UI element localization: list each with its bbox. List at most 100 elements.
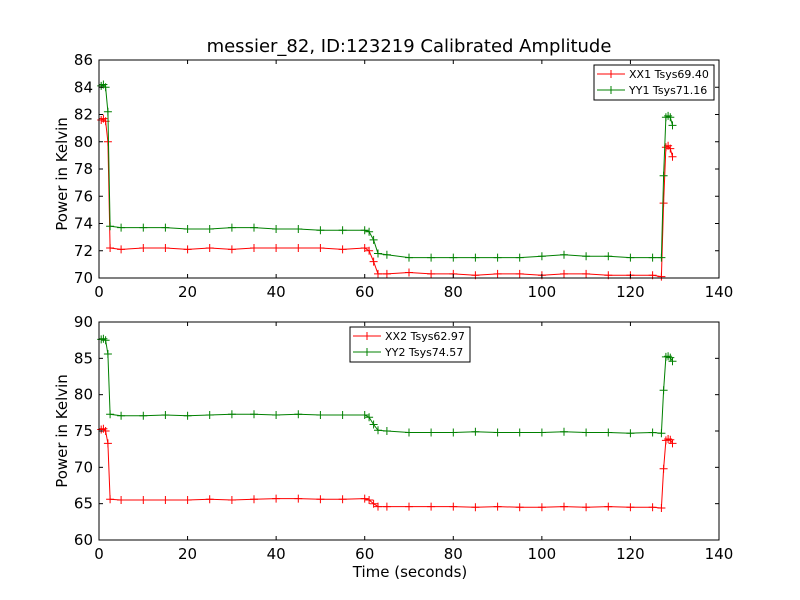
top-chart-title: messier_82, ID:123219 Calibrated Amplitu… — [207, 36, 612, 57]
bottom-series-point-0 — [338, 495, 347, 504]
top-series-point-0 — [666, 144, 675, 153]
bottom-series-point-1 — [117, 411, 126, 420]
bottom-y-ticks: 60 65 70 75 80 85 90 — [74, 313, 719, 549]
bottom-series-point-1 — [360, 411, 369, 419]
bottom-series-point-1 — [659, 386, 668, 395]
top-x-tick-label: 100 — [528, 283, 557, 301]
bottom-series-point-1 — [272, 411, 281, 419]
top-series-point-0 — [139, 244, 148, 252]
bottom-series-point-0 — [227, 496, 236, 504]
bottom-series-point-1 — [294, 410, 303, 419]
top-series-point-0 — [250, 244, 258, 252]
bottom-series-point-0 — [103, 439, 112, 448]
bottom-series-point-1 — [103, 350, 112, 358]
top-series-point-1 — [272, 225, 281, 233]
top-series-point-0 — [103, 137, 112, 146]
bottom-series-point-1 — [657, 429, 666, 438]
top-series-point-1 — [659, 171, 668, 180]
top-series-point-0 — [374, 269, 382, 278]
bottom-series-point-0 — [626, 503, 635, 512]
top-y-tick-label: 80 — [74, 133, 93, 151]
bottom-series-point-1 — [374, 426, 382, 435]
top-series-point-0 — [183, 245, 192, 254]
bottom-y-axis-label: Power in Kelvin — [53, 374, 71, 488]
top-series-point-1 — [360, 226, 369, 235]
top-series-point-1 — [117, 223, 126, 232]
top-series-point-0 — [117, 245, 126, 254]
top-series-point-0 — [657, 272, 666, 281]
bottom-series-point-1 — [369, 420, 378, 429]
bottom-legend-label-xx2: XX2 Tsys62.97 — [385, 330, 465, 343]
bottom-series-point-0 — [183, 496, 192, 504]
top-series-point-0 — [369, 257, 378, 266]
top-legend-box — [593, 64, 715, 101]
bottom-series-point-0 — [405, 502, 413, 511]
bottom-series-point-0 — [427, 502, 436, 511]
bottom-series-point-0 — [582, 503, 591, 512]
top-series-point-0 — [493, 269, 502, 278]
top-series-point-0 — [365, 246, 374, 255]
top-y-tick-label: 84 — [74, 78, 93, 96]
bottom-series-point-0 — [117, 496, 126, 504]
bottom-series-point-0 — [161, 496, 170, 504]
top-y-tick-label: 72 — [74, 242, 93, 260]
top-series-point-1 — [294, 225, 303, 233]
top-y-tick-label: 76 — [74, 187, 93, 205]
bottom-y-tick-label: 75 — [74, 422, 93, 440]
top-series-point-0 — [360, 244, 369, 252]
top-series-point-1 — [161, 223, 170, 232]
top-series-point-1 — [405, 253, 413, 262]
top-y-axis-label: Power in Kelvin — [53, 117, 71, 231]
top-series-point-0 — [338, 245, 347, 254]
bottom-y-tick-label: 60 — [74, 531, 93, 549]
bottom-x-tick-label: 140 — [705, 545, 734, 563]
bottom-series-point-0 — [139, 496, 148, 504]
bottom-y-tick-label: 70 — [74, 458, 93, 476]
bottom-series-point-1 — [537, 428, 546, 437]
bottom-series-point-0 — [360, 494, 369, 503]
top-series-point-1 — [365, 227, 374, 236]
bottom-legend-box — [349, 326, 471, 363]
top-y-tick-label: 70 — [74, 269, 93, 287]
top-series-point-1 — [666, 113, 675, 122]
bottom-series-point-1 — [626, 429, 635, 438]
top-series-point-1 — [338, 226, 347, 235]
bottom-series-point-1 — [250, 410, 258, 419]
bottom-y-tick-label: 90 — [74, 313, 93, 331]
bottom-series-point-0 — [374, 502, 382, 511]
bottom-y-tick-label: 65 — [74, 495, 93, 513]
bottom-series-point-0 — [604, 502, 613, 511]
top-x-ticks: 0 20 40 60 80 100 120 140 — [94, 60, 733, 301]
top-series-point-1 — [668, 121, 677, 130]
top-series-point-1 — [374, 249, 382, 258]
top-series-point-0 — [161, 244, 170, 252]
bottom-series-point-1 — [471, 427, 480, 436]
bottom-series-point-1 — [604, 428, 613, 437]
bottom-series-point-1 — [648, 428, 657, 437]
bottom-series-point-1 — [106, 410, 115, 419]
bottom-series-point-0 — [294, 494, 303, 503]
top-series-point-1 — [227, 223, 236, 232]
bottom-series-point-0 — [659, 464, 668, 473]
top-series-point-0 — [272, 244, 281, 252]
top-series-point-1 — [369, 235, 378, 244]
bottom-series-point-1 — [205, 411, 214, 419]
bottom-series-point-0 — [382, 502, 391, 511]
bottom-plot-panel: Power in Kelvin Time (seconds) 0 20 40 60 80… — [53, 313, 733, 581]
top-x-tick-label: 120 — [616, 283, 645, 301]
top-series-point-0 — [294, 244, 303, 252]
bottom-series-point-1 — [405, 428, 413, 437]
bottom-series-point-1 — [449, 428, 458, 437]
top-series-point-0 — [515, 269, 524, 278]
top-legend-label-yy1: YY1 Tsys71.16 — [628, 84, 707, 97]
bottom-y-tick-label: 80 — [74, 386, 93, 404]
top-y-ticks: 70 72 74 76 78 80 82 84 86 — [74, 51, 719, 287]
top-series-point-0 — [659, 199, 668, 208]
top-y-tick-label: 74 — [74, 215, 93, 233]
top-plot-panel: messier_82, ID:123219 Calibrated Amplitu… — [53, 36, 733, 301]
bottom-series-point-0 — [648, 503, 657, 512]
bottom-series-point-0 — [537, 503, 546, 512]
top-series-point-1 — [604, 252, 613, 261]
top-series-point-0 — [316, 244, 325, 252]
top-series-point-0 — [427, 269, 436, 278]
